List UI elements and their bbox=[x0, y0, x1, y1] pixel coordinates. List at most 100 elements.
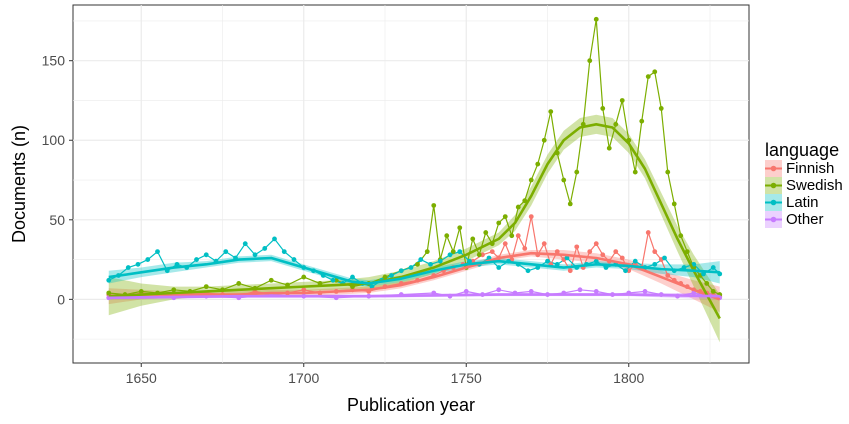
point-other bbox=[577, 287, 583, 293]
y-axis-ticks: 0 50 100 150 bbox=[42, 53, 73, 307]
y-tick-label: 150 bbox=[42, 53, 66, 69]
point-swedish bbox=[658, 106, 664, 111]
point-latin bbox=[408, 265, 414, 270]
point-finnish bbox=[587, 249, 593, 255]
point-latin bbox=[467, 258, 472, 264]
plot-panel bbox=[72, 4, 750, 364]
point-finnish bbox=[541, 241, 547, 247]
point-finnish bbox=[522, 246, 528, 251]
point-swedish bbox=[236, 281, 242, 286]
smooth-lines bbox=[108, 123, 721, 320]
point-swedish bbox=[671, 201, 677, 207]
x-tick-label: 1800 bbox=[613, 370, 644, 386]
point-swedish bbox=[515, 204, 521, 210]
point-latin bbox=[525, 268, 531, 274]
smooth-line-finnish bbox=[108, 251, 721, 301]
smooth-line-other bbox=[108, 293, 720, 300]
point-swedish bbox=[613, 121, 619, 127]
point-swedish bbox=[548, 109, 554, 115]
point-latin bbox=[457, 249, 463, 255]
y-axis-title: Documents (n) bbox=[9, 125, 29, 243]
point-swedish bbox=[652, 69, 658, 75]
point-finnish bbox=[301, 287, 307, 293]
point-latin bbox=[710, 265, 716, 270]
point-swedish bbox=[424, 249, 430, 255]
point-latin bbox=[428, 261, 433, 267]
smooth-line-swedish bbox=[108, 123, 721, 320]
point-latin bbox=[291, 257, 297, 262]
legend-label-finnish: Finnish bbox=[786, 160, 834, 177]
point-latin bbox=[125, 265, 131, 270]
point-latin bbox=[681, 265, 687, 270]
point-latin bbox=[623, 268, 628, 274]
point-swedish bbox=[619, 98, 625, 103]
point-latin bbox=[106, 277, 112, 283]
point-other bbox=[691, 290, 697, 296]
point-latin bbox=[145, 257, 151, 262]
point-latin bbox=[593, 258, 599, 264]
legend-key-point bbox=[770, 182, 777, 189]
x-tick-label: 1750 bbox=[451, 370, 482, 386]
point-swedish bbox=[541, 137, 547, 143]
legend-title: language bbox=[765, 140, 839, 160]
point-latin bbox=[262, 246, 268, 251]
point-latin bbox=[603, 265, 609, 270]
point-swedish bbox=[444, 233, 450, 239]
point-swedish bbox=[382, 274, 388, 280]
point-latin bbox=[194, 257, 199, 262]
point-swedish bbox=[476, 252, 482, 258]
point-swedish bbox=[535, 161, 541, 167]
point-swedish bbox=[450, 249, 456, 255]
point-latin bbox=[272, 236, 277, 242]
point-swedish bbox=[710, 289, 716, 294]
legend-key-point bbox=[770, 199, 777, 206]
point-swedish bbox=[678, 233, 684, 239]
point-finnish bbox=[652, 249, 658, 255]
point-latin bbox=[418, 257, 424, 262]
point-swedish bbox=[639, 118, 645, 124]
point-swedish bbox=[600, 106, 606, 111]
point-finnish bbox=[619, 255, 625, 261]
point-swedish bbox=[301, 274, 307, 280]
point-other bbox=[593, 289, 599, 294]
point-finnish bbox=[567, 268, 573, 274]
point-finnish bbox=[613, 249, 619, 255]
point-latin bbox=[398, 268, 404, 274]
point-latin bbox=[701, 271, 706, 277]
x-tick-label: 1700 bbox=[288, 370, 319, 386]
legend-label-swedish: Swedish bbox=[786, 177, 843, 194]
point-latin bbox=[545, 258, 550, 264]
legend-label-other: Other bbox=[786, 211, 824, 228]
point-other bbox=[496, 287, 502, 293]
point-swedish bbox=[431, 203, 437, 208]
point-finnish bbox=[502, 241, 508, 247]
point-swedish bbox=[106, 290, 112, 296]
point-finnish bbox=[665, 273, 671, 278]
point-swedish bbox=[171, 287, 177, 293]
legend-key-point bbox=[770, 216, 777, 223]
point-other bbox=[642, 289, 648, 294]
point-finnish bbox=[593, 241, 599, 247]
point-finnish bbox=[528, 214, 534, 220]
point-finnish bbox=[600, 252, 606, 258]
point-swedish bbox=[645, 74, 651, 79]
point-latin bbox=[350, 274, 355, 280]
point-swedish bbox=[593, 16, 599, 22]
point-latin bbox=[437, 258, 443, 264]
point-swedish bbox=[704, 281, 710, 286]
point-swedish bbox=[415, 261, 420, 267]
point-swedish bbox=[528, 177, 534, 183]
point-latin bbox=[223, 249, 229, 255]
y-tick-label: 0 bbox=[57, 291, 65, 307]
point-finnish bbox=[554, 249, 560, 255]
point-swedish bbox=[268, 277, 274, 283]
legend-label-latin: Latin bbox=[786, 194, 819, 211]
point-swedish bbox=[567, 201, 573, 207]
point-finnish bbox=[515, 233, 521, 239]
point-latin bbox=[632, 258, 638, 264]
point-swedish bbox=[587, 58, 593, 64]
point-swedish bbox=[665, 169, 671, 175]
point-swedish bbox=[561, 177, 567, 183]
point-latin bbox=[242, 241, 248, 247]
